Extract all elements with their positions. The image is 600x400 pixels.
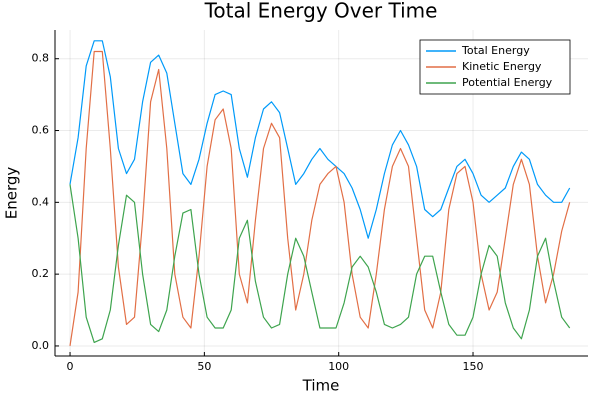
x-tick-label: 0 bbox=[67, 360, 74, 373]
x-tick-label: 50 bbox=[197, 360, 211, 373]
legend-label: Potential Energy bbox=[462, 76, 553, 89]
x-tick-label: 150 bbox=[463, 360, 484, 373]
y-tick-label: 0.0 bbox=[32, 339, 50, 352]
series-line bbox=[69, 40, 571, 239]
y-tick-label: 0.4 bbox=[32, 195, 50, 208]
series-line bbox=[69, 184, 571, 343]
x-axis-label: Time bbox=[302, 377, 340, 395]
y-tick-label: 0.6 bbox=[32, 124, 50, 137]
y-axis-label: Energy bbox=[3, 167, 21, 220]
series-line bbox=[69, 50, 571, 346]
legend-label: Total Energy bbox=[461, 44, 530, 57]
chart-title: Total Energy Over Time bbox=[204, 0, 438, 23]
x-tick-label: 100 bbox=[328, 360, 349, 373]
y-tick-label: 0.8 bbox=[32, 52, 50, 65]
legend-label: Kinetic Energy bbox=[462, 60, 542, 73]
y-tick-label: 0.2 bbox=[32, 267, 50, 280]
